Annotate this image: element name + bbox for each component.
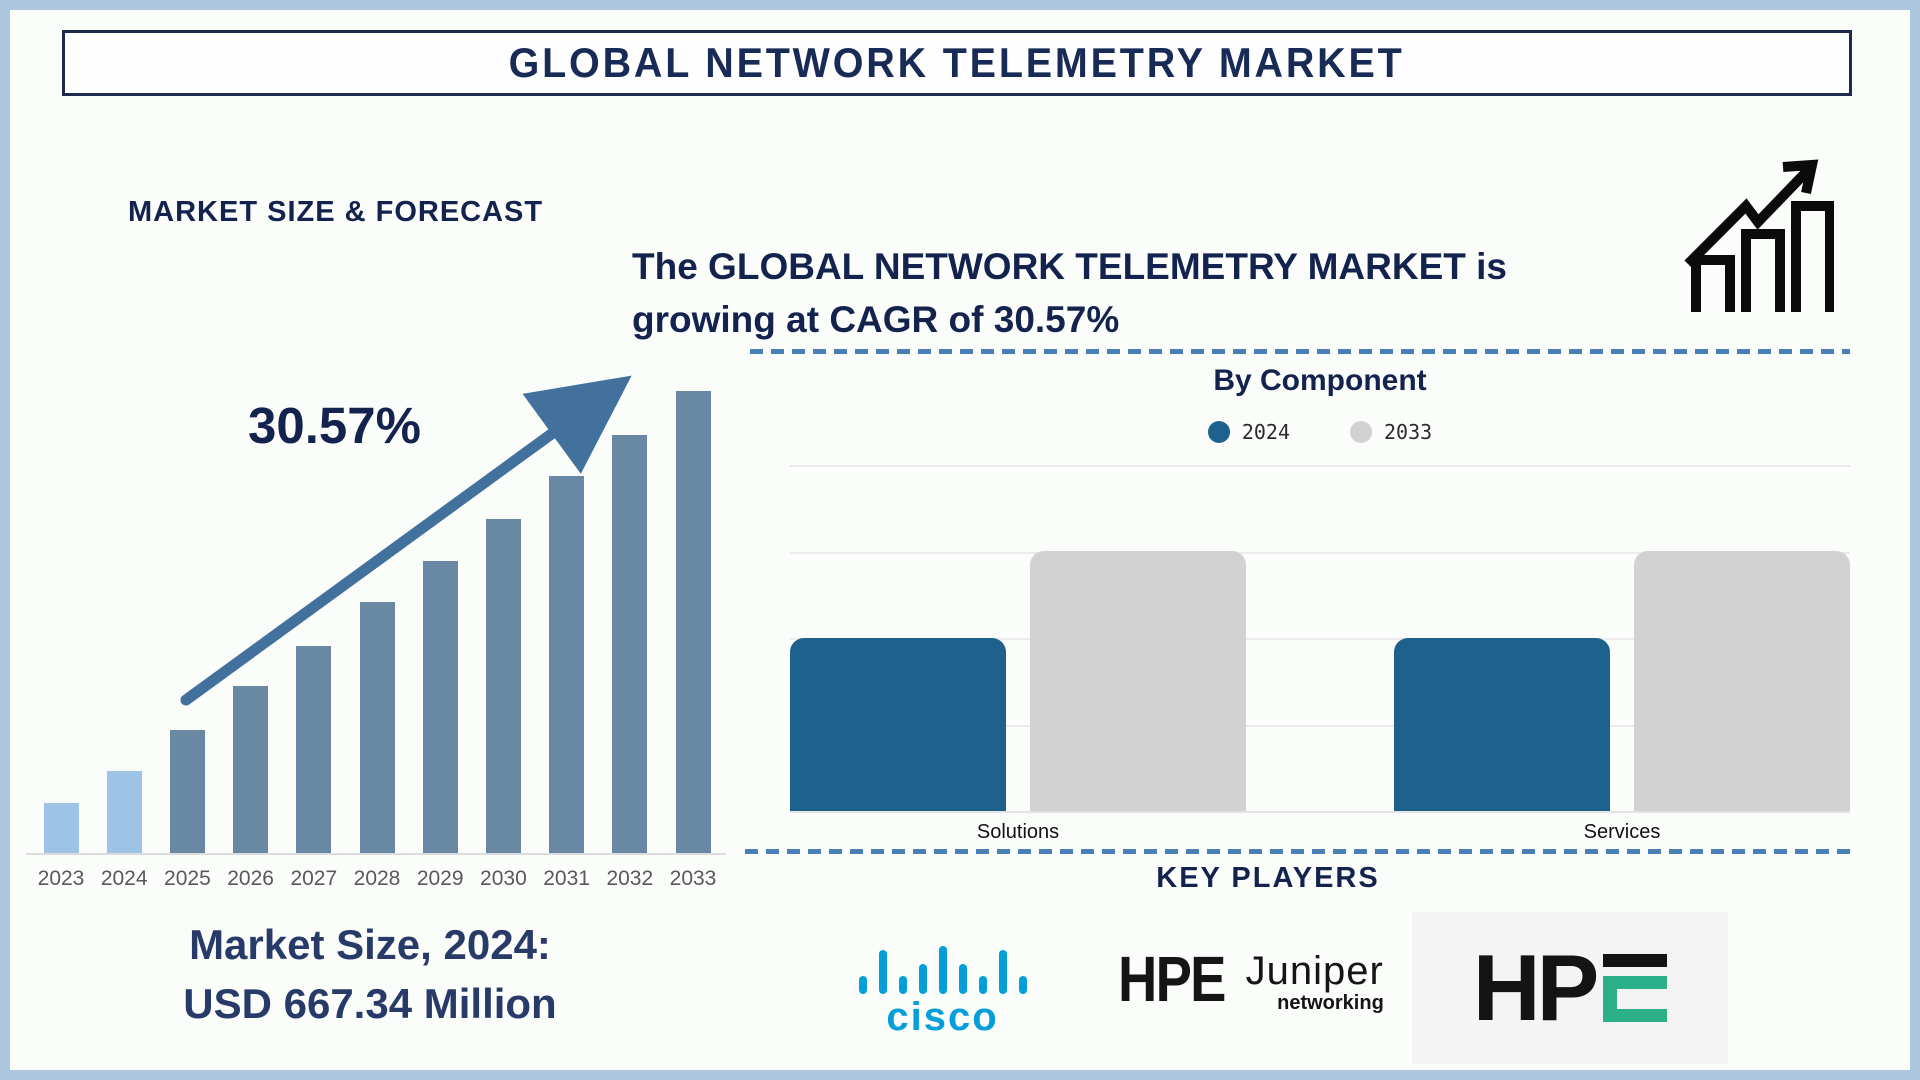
forecast-bar-2033 [675,391,711,853]
cisco-bridge-bar [878,950,887,994]
cisco-bridge-icon [845,946,1040,994]
hpe-juniper-juniper-text: Juniper [1245,949,1384,993]
cisco-bridge-bar [898,976,907,994]
year-label: 2024 [100,867,148,890]
year-label: 2031 [543,867,590,890]
market-size-line1: Market Size, 2024: [189,921,551,968]
legend-item-2033: 2033 [1350,420,1432,444]
legend-item-2024: 2024 [1207,420,1290,444]
key-players-title: KEY PLAYERS [1156,862,1380,894]
growth-arrow-icon [180,375,632,706]
title-banner: GLOBAL NETWORK TELEMETRY MARKET [62,30,1852,96]
forecast-bar-2028 [359,602,395,853]
forecast-bar-2030 [485,519,521,853]
year-label: 2025 [164,867,211,890]
component-bar-solutions-2024 [790,638,1006,811]
legend-label: 2024 [1241,420,1290,444]
hpe-hp-text: HP [1472,935,1600,1040]
forecast-bar-2024 [106,771,142,853]
year-label: 2029 [416,867,464,890]
year-label: 2030 [480,867,527,890]
cagr-headline-line2: growing at CAGR of 30.57% [632,299,1120,340]
cagr-headline-line1: The GLOBAL NETWORK TELEMETRY MARKET is [632,246,1507,287]
component-bar-solutions-2033 [1030,551,1246,811]
year-label: 2023 [37,867,85,890]
growth-chart-icon [1684,159,1834,312]
dashed-divider-top [750,349,1850,354]
cisco-wordmark: cisco [886,995,999,1039]
cisco-bridge-bar [938,946,947,994]
gridline [790,552,1850,554]
by-component-legend: 2024 2033 [790,420,1850,444]
legend-dot-icon [1207,421,1230,443]
gridline [790,811,1850,813]
year-label: 2026 [227,867,274,890]
cisco-bridge-bar [1018,976,1027,994]
category-label-solutions: Solutions [976,821,1060,843]
cagr-headline: The GLOBAL NETWORK TELEMETRY MARKET is g… [632,240,1712,346]
by-component-title: By Component [1213,364,1427,397]
hpe-juniper-logo: HPE Juniper networking [1118,943,1384,1015]
component-bar-services-2033 [1634,551,1850,811]
cisco-logo: cisco [845,946,1040,1037]
gridline [790,638,1850,640]
year-label: 2027 [290,867,338,890]
year-label: 2032 [606,867,654,890]
category-label-services: Services [1583,821,1661,843]
cisco-bridge-bar [958,964,967,994]
cisco-bridge-bar [858,976,867,994]
hpe-logo: HP [1412,912,1728,1064]
by-component-chart: Solutions Services [790,465,1850,843]
forecast-bar-2032 [612,435,648,853]
cisco-bridge-bar [978,976,987,994]
gridline [790,725,1850,727]
forecast-bar-2029 [422,561,458,853]
x-axis-line [26,853,726,855]
gridline [790,465,1850,467]
hpe-juniper-networking-text: networking [1277,992,1384,1014]
market-size-callout: Market Size, 2024: USD 667.34 Million [70,915,670,1033]
forecast-bar-2026 [233,686,269,853]
forecast-bar-2025 [169,730,205,853]
market-size-forecast-heading: MARKET SIZE & FORECAST [128,196,544,228]
cagr-value: 30.57% [248,397,421,454]
forecast-bar-2027 [296,646,332,853]
year-label: 2028 [353,867,401,890]
legend-label: 2033 [1384,420,1433,444]
cisco-bridge-bar [998,950,1007,994]
legend-dot-icon [1350,421,1372,443]
market-size-line2: USD 667.34 Million [183,980,557,1027]
hpe-green-e-icon [1603,954,1668,1022]
component-bar-services-2024 [1394,638,1610,811]
hpe-juniper-hpe-text: HPE [1118,943,1226,1015]
forecast-bar-2023 [43,803,79,853]
forecast-bar-2031 [549,476,585,853]
market-size-forecast-chart: 2023 2024 2025 2026 2027 2028 2029 2030 2031 2032… [26,385,738,890]
cisco-bridge-bar [918,964,927,994]
year-label: 2033 [669,867,717,890]
page-title: GLOBAL NETWORK TELEMETRY MARKET [508,39,1405,86]
dashed-divider-bottom [745,849,1850,854]
